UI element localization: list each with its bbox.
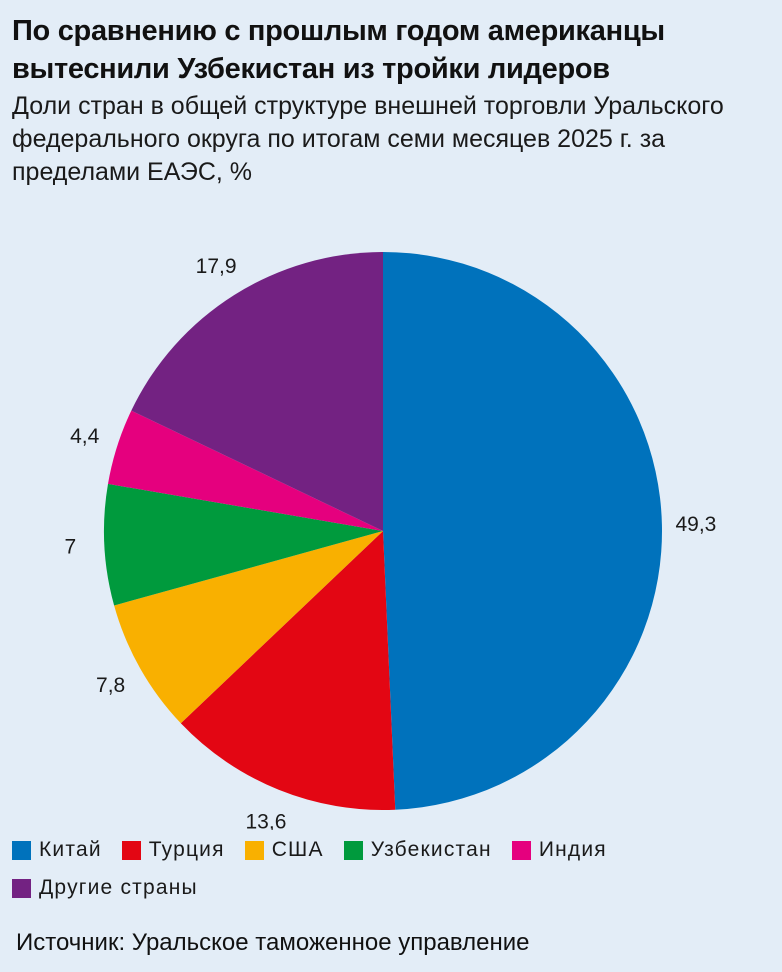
legend-swatch	[511, 840, 531, 860]
legend-label: Другие страны	[39, 876, 198, 899]
chart-legend: Китай Турция США Узбекистан Индия Другие стра…	[12, 838, 752, 900]
legend-item-0: Китай	[12, 838, 102, 862]
data-label-1: 13,6	[246, 810, 287, 830]
legend-label: Узбекистан	[370, 838, 492, 861]
data-label-3: 7	[65, 536, 77, 559]
data-label-2: 7,8	[96, 674, 125, 697]
data-label-4: 4,4	[70, 425, 100, 448]
pie-slice-5	[131, 252, 383, 531]
pie-slice-3	[103, 483, 383, 606]
legend-swatch	[244, 840, 264, 860]
data-label-5: 17,9	[196, 255, 237, 278]
legend-label: Индия	[538, 838, 607, 861]
source-note: Источник: Уральское таможенное управлени…	[16, 929, 530, 956]
pie-slice-1	[180, 531, 396, 810]
legend-label: Турция	[148, 838, 225, 861]
pie-chart: 49,3 13,6 7,8 7 4,4 17,9	[65, 252, 716, 830]
legend-item-1: Турция	[121, 838, 225, 862]
legend-item-5: Другие страны	[12, 876, 198, 900]
data-label-0: 49,3	[675, 513, 716, 536]
legend-item-4: Индия	[511, 838, 607, 862]
pie-slice-4	[108, 410, 383, 531]
chart-title: По сравнению с прошлым годом американцы …	[12, 15, 665, 85]
legend-label: Китай	[39, 838, 102, 861]
legend-label: США	[271, 838, 324, 861]
legend-swatch	[121, 840, 141, 860]
chart-subtitle: Доли стран в общей структуре внешней тор…	[12, 92, 724, 186]
legend-swatch	[12, 878, 31, 898]
legend-swatch	[12, 840, 31, 860]
legend-swatch	[343, 840, 363, 860]
pie-slice-2	[114, 531, 383, 724]
legend-item-2: США	[244, 838, 324, 862]
pie-slice-0	[383, 252, 662, 810]
legend-item-3: Узбекистан	[343, 838, 492, 862]
